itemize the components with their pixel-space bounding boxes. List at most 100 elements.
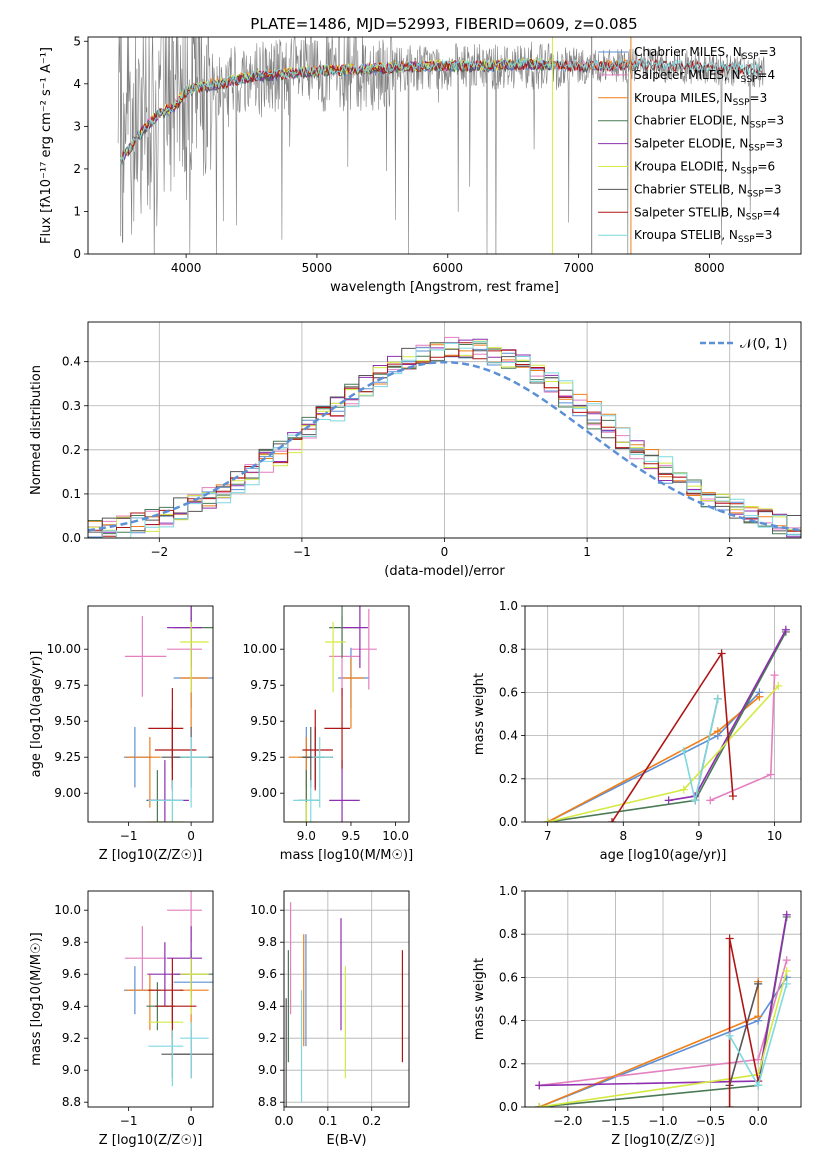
massweight_vs_Z-plot-area: [535, 910, 791, 1107]
y-tick-label: 0.2: [62, 443, 81, 457]
weight-marker-kroupa_miles: [713, 727, 722, 736]
y-tick-label: 0.1: [62, 487, 81, 501]
y-tick-label: 1.0: [499, 599, 518, 613]
x-tick-label: 10.0: [382, 829, 409, 843]
weight-marker-salpeter_miles: [706, 796, 715, 805]
y-tick-label: 9.4: [62, 999, 81, 1013]
massweight_vs_age-plot-area: [543, 625, 790, 822]
x-axis-label: wavelength [Angstrom, rest frame]: [330, 280, 559, 295]
y-axis-label: mass [log10(M/M☉)]: [29, 932, 44, 1065]
weight-marker-salpeter_miles: [770, 671, 779, 680]
legend-label-7: Salpeter STELIB, NSSP=4: [634, 205, 780, 222]
y-tick-label: 9.50: [250, 714, 277, 728]
y-tick-label: 2: [73, 162, 81, 176]
y-tick-label: 0.6: [499, 970, 518, 984]
y-tick-label: 0.3: [62, 399, 81, 413]
y-tick-label: 4: [73, 77, 81, 91]
weight-marker-salpeter_stelib: [725, 934, 734, 943]
histogram-legend: 𝒩(0, 1): [700, 337, 787, 352]
y-tick-label: 3: [73, 119, 81, 133]
y-tick-label: 9.25: [54, 750, 81, 764]
weight-marker-salpeter_miles: [754, 1055, 763, 1064]
x-tick-label: 2: [726, 545, 734, 559]
weight-line-salpeter_miles: [709, 675, 776, 802]
x-tick-label: −2.0: [553, 1114, 582, 1128]
weight-marker-salpeter_elodie: [782, 910, 791, 919]
legend-label-4: Salpeter ELODIE, NSSP=3: [634, 137, 783, 154]
weight-marker-kroupa_stelib: [679, 746, 688, 755]
x-axis-label: Z [log10(Z/Z☉)]: [99, 1133, 203, 1148]
y-tick-label: 1: [73, 204, 81, 218]
y-tick-label: 9.0: [62, 1063, 81, 1077]
x-tick-label: 0.0: [749, 1114, 768, 1128]
y-tick-label: 9.75: [250, 678, 277, 692]
x-tick-label: −1: [120, 829, 138, 843]
weight-marker-salpeter_stelib: [607, 818, 616, 822]
mass-vs-metallicity-panel: −1 0 8.8 9.0 9.2 9.4 9.6 9.8 10.0 Z [log10(Z/Z☉)]…: [29, 890, 214, 1148]
x-tick-label: 6000: [432, 261, 463, 275]
x-tick-label: 0.2: [362, 1114, 381, 1128]
mass-vs-extinction-panel: 0.0 0.1 0.2 8.8 9.0 9.2 9.4 9.6 9.8 10.0 E(B-V): [250, 890, 410, 1148]
weight-marker-kroupa_elodie: [535, 1103, 544, 1107]
x-tick-label: 9: [695, 829, 703, 843]
weight-marker-salpeter_stelib: [728, 792, 737, 801]
x-tick-label: 0.1: [318, 1114, 337, 1128]
y-tick-label: 9.6: [258, 967, 277, 981]
y-tick-label: 9.00: [54, 786, 81, 800]
axes-frame: [87, 36, 802, 255]
legend-label-6: Chabrier STELIB, NSSP=3: [634, 182, 782, 199]
massweight-vs-metallicity-panel: −2.0 −1.5 −1.0 −0.5 0.0 0.0 0.2 0.4 0.6 0.8 1.0 Z […: [472, 884, 802, 1148]
x-tick-label: 9.5: [341, 829, 360, 843]
weight-marker-kroupa_miles: [755, 692, 764, 701]
x-axis-label: (data-model)/error: [384, 564, 505, 579]
axes-frame: [87, 890, 214, 1108]
x-tick-label: 7: [544, 829, 552, 843]
weight-marker-chabrier_stelib: [754, 979, 763, 988]
y-tick-label: 0.0: [62, 531, 81, 545]
spectrum-panel: 4000 5000 6000 7000 8000 0 1 2 3 4 5 wavelength [An…: [39, 34, 802, 295]
weight-line-chabrier_stelib: [728, 983, 759, 1086]
weight-marker-kroupa_stelib: [782, 979, 791, 988]
weight-marker-kroupa_stelib: [713, 694, 722, 703]
x-tick-label: −1.0: [648, 1114, 677, 1128]
weight-marker-salpeter_elodie: [664, 796, 673, 805]
model-spectrum-salpeter_stelib: [120, 57, 763, 163]
normal-curve: [88, 360, 801, 532]
y-tick-label: 0.0: [499, 815, 518, 829]
y-tick-label: 9.50: [54, 714, 81, 728]
y-tick-label: 10.00: [47, 642, 81, 656]
legend-label-8: Kroupa STELIB, NSSP=3: [634, 228, 772, 245]
ebv-plot-area: [285, 902, 404, 1107]
y-axis-label: age [log10(age/yr)]: [29, 651, 44, 778]
weight-marker-kroupa_elodie: [774, 681, 783, 690]
weight-marker-salpeter_elodie: [535, 1081, 544, 1090]
age_vs_Z-plot-area: [123, 606, 213, 822]
x-tick-label: 1: [583, 545, 591, 559]
y-tick-label: 0.8: [499, 642, 518, 656]
y-tick-label: 9.8: [62, 935, 81, 949]
weight-marker-kroupa_elodie: [543, 818, 552, 822]
age-vs-metallicity-panel: −1 0 9.00 9.25 9.50 9.75 10.00 Z [log10(Z/Z☉)] a…: [29, 605, 214, 863]
weight-marker-kroupa_miles: [754, 1012, 763, 1021]
normal-curve-legend-label: 𝒩(0, 1): [740, 337, 787, 352]
legend-label-5: Kroupa ELODIE, NSSP=6: [634, 160, 775, 177]
y-axis-label: Flux [fλ10⁻¹⁷ erg cm⁻² s⁻¹ A⁻¹]: [39, 47, 54, 244]
axes-frame: [524, 890, 802, 1108]
weight-marker-kroupa_elodie: [782, 966, 791, 975]
y-tick-label: 8.8: [258, 1095, 277, 1109]
age-vs-mass-panel: 9.0 9.5 10.0 9.00 9.25 9.50 9.75 10.00 mass [log…: [243, 605, 413, 863]
x-tick-label: 5000: [302, 261, 333, 275]
y-tick-label: 10.00: [243, 642, 277, 656]
x-tick-label: 0: [187, 829, 195, 843]
x-axis-label: Z [log10(Z/Z☉)]: [99, 848, 203, 863]
y-tick-label: 0: [73, 247, 81, 261]
y-tick-label: 9.6: [62, 967, 81, 981]
axes-frame: [524, 605, 802, 823]
x-tick-label: 9.0: [297, 829, 316, 843]
residual-histogram-panel: −2 −1 0 1 2 0.0 0.1 0.2 0.3 0.4 (data-model)/error…: [29, 321, 802, 579]
y-tick-label: 9.75: [54, 678, 81, 692]
weight-marker-kroupa_stelib: [691, 796, 700, 805]
y-tick-label: 0.6: [499, 685, 518, 699]
x-tick-label: 8000: [694, 261, 725, 275]
weight-marker-salpeter_miles: [782, 956, 791, 965]
